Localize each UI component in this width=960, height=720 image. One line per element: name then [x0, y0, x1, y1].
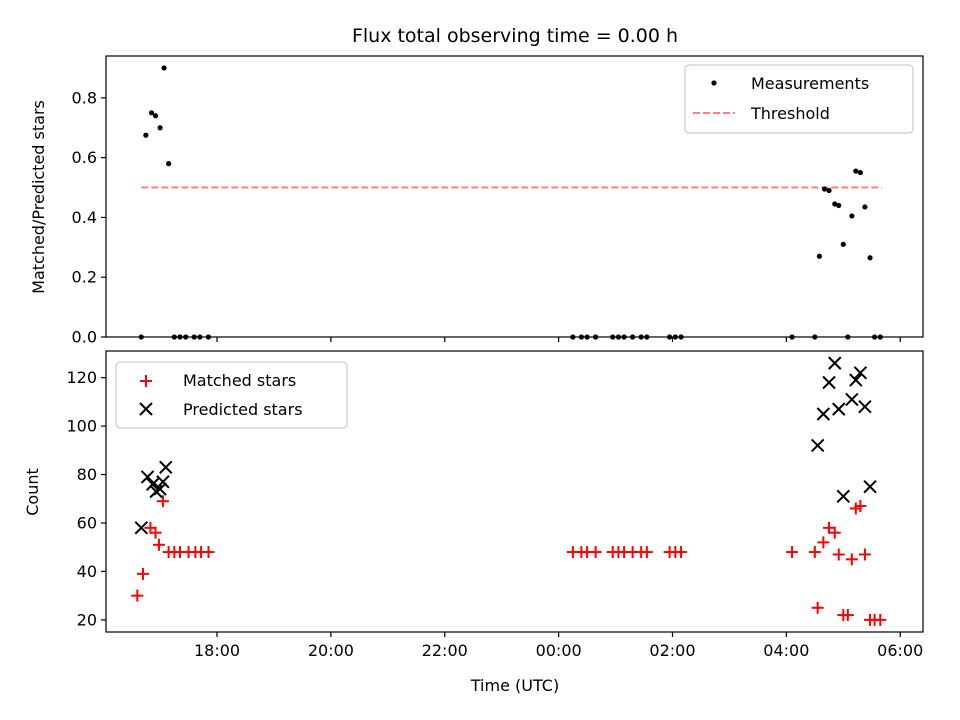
- y-tick-label: 100: [66, 417, 97, 436]
- top-legend: Measurements Threshold: [684, 64, 914, 134]
- measurement-point: [836, 202, 842, 209]
- legend-matched-label: Matched stars: [183, 371, 296, 390]
- matched-star-point: [808, 546, 821, 559]
- matched-star-point: [817, 536, 830, 549]
- predicted-star-point: [140, 470, 155, 484]
- measurement-point: [152, 113, 159, 119]
- bottom-axes-frame: [105, 350, 924, 633]
- measurement-point: [161, 65, 167, 71]
- matched-star-point: [640, 546, 653, 559]
- top-x-ticks: [216, 337, 901, 342]
- y-tick-label: 40: [77, 562, 97, 581]
- predicted-star-point: [845, 392, 859, 407]
- y-tick-label: 20: [77, 610, 97, 629]
- legend-threshold-label: Threshold: [750, 104, 830, 123]
- matched-star-point: [832, 548, 845, 561]
- predicted-star-point: [149, 484, 163, 499]
- measurements-series: [138, 65, 883, 340]
- matched-star-point: [858, 548, 871, 561]
- matched-star-point: [156, 495, 169, 508]
- predicted-star-point: [849, 373, 863, 387]
- predicted-star-point: [159, 460, 173, 474]
- predicted-star-point: [853, 366, 868, 380]
- measurement-point: [157, 125, 163, 131]
- measurement-point: [832, 201, 838, 207]
- measurement-point: [857, 169, 863, 176]
- y-tick-label: 80: [77, 465, 97, 484]
- matched-star-point: [149, 526, 162, 539]
- measurement-point: [166, 161, 172, 167]
- predicted-star-point: [836, 489, 850, 504]
- bottom-xlabel: Time (UTC): [470, 676, 559, 695]
- y-tick-label: 60: [77, 513, 97, 532]
- measurement-point: [148, 110, 155, 116]
- predicted-star-point: [858, 400, 872, 414]
- matched-star-point: [854, 500, 867, 513]
- top-axes-frame: [105, 55, 924, 338]
- predicted-star-point: [828, 356, 842, 370]
- matched-star-point: [845, 553, 858, 566]
- matched-star-point: [841, 609, 854, 622]
- predicted-star-point: [145, 477, 160, 491]
- bottom-legend: Matched stars Predicted stars: [115, 361, 348, 429]
- y-tick-label: 0.8: [72, 88, 97, 107]
- top-ylabel: Matched/Predicted stars: [29, 100, 48, 294]
- x-tick-label: 02:00: [649, 641, 695, 660]
- predicted-stars-series: [134, 356, 877, 535]
- matched-star-point: [137, 567, 150, 580]
- predicted-star-point: [153, 482, 167, 496]
- measurement-point: [867, 255, 873, 261]
- measurement-point: [826, 187, 832, 194]
- chart-title: Flux total observing time = 0.00 h: [352, 25, 678, 47]
- legend-measurements-label: Measurements: [751, 74, 869, 93]
- y-tick-label: 120: [66, 368, 97, 387]
- predicted-star-point: [816, 407, 831, 421]
- predicted-star-point: [822, 375, 836, 390]
- bottom-legend-box: [115, 361, 348, 429]
- x-tick-label: 06:00: [877, 641, 923, 660]
- x-tick-label: 00:00: [536, 641, 582, 660]
- legend-predicted-label: Predicted stars: [183, 400, 303, 419]
- predicted-star-point: [832, 402, 846, 416]
- x-tick-label: 20:00: [308, 641, 354, 660]
- matched-star-point: [811, 601, 824, 614]
- y-tick-label: 0.4: [72, 208, 97, 227]
- measurement-point: [862, 204, 868, 210]
- bottom-x-ticks: 18:00 20:00 22:00 00:00 02:00 04:00 06:00: [194, 632, 923, 660]
- matched-star-point: [874, 613, 887, 626]
- matched-star-point: [828, 526, 841, 539]
- matched-star-point: [152, 538, 165, 551]
- measurement-point: [816, 253, 822, 259]
- legend-measurements-marker: [711, 80, 717, 86]
- bottom-y-ticks: 20 40 60 80 100 120: [66, 368, 106, 629]
- x-tick-label: 18:00: [194, 641, 240, 660]
- legend-predicted-marker: [139, 402, 153, 416]
- matched-star-point: [786, 546, 799, 559]
- matched-stars-series: [131, 495, 887, 626]
- predicted-star-point: [863, 479, 877, 494]
- measurement-point: [143, 132, 149, 138]
- matched-star-point: [202, 546, 215, 559]
- y-tick-label: 0.0: [72, 328, 97, 347]
- top-legend-box: [684, 64, 914, 134]
- predicted-star-point: [810, 438, 825, 453]
- bottom-ylabel: Count: [23, 468, 42, 516]
- matched-star-point: [675, 546, 688, 559]
- measurement-point: [821, 186, 828, 192]
- measurement-point: [849, 213, 855, 219]
- x-tick-label: 04:00: [763, 641, 809, 660]
- matched-star-point: [589, 546, 602, 559]
- predicted-star-point: [156, 475, 170, 489]
- legend-matched-marker: [140, 375, 152, 387]
- top-y-ticks: 0.0 0.2 0.4 0.6 0.8: [72, 88, 106, 347]
- measurement-point: [840, 241, 846, 247]
- predicted-star-point: [134, 521, 149, 535]
- x-tick-label: 22:00: [422, 641, 468, 660]
- measurement-point: [853, 168, 859, 174]
- y-tick-label: 0.6: [72, 148, 97, 167]
- matched-star-point: [131, 589, 144, 602]
- y-tick-label: 0.2: [72, 268, 97, 287]
